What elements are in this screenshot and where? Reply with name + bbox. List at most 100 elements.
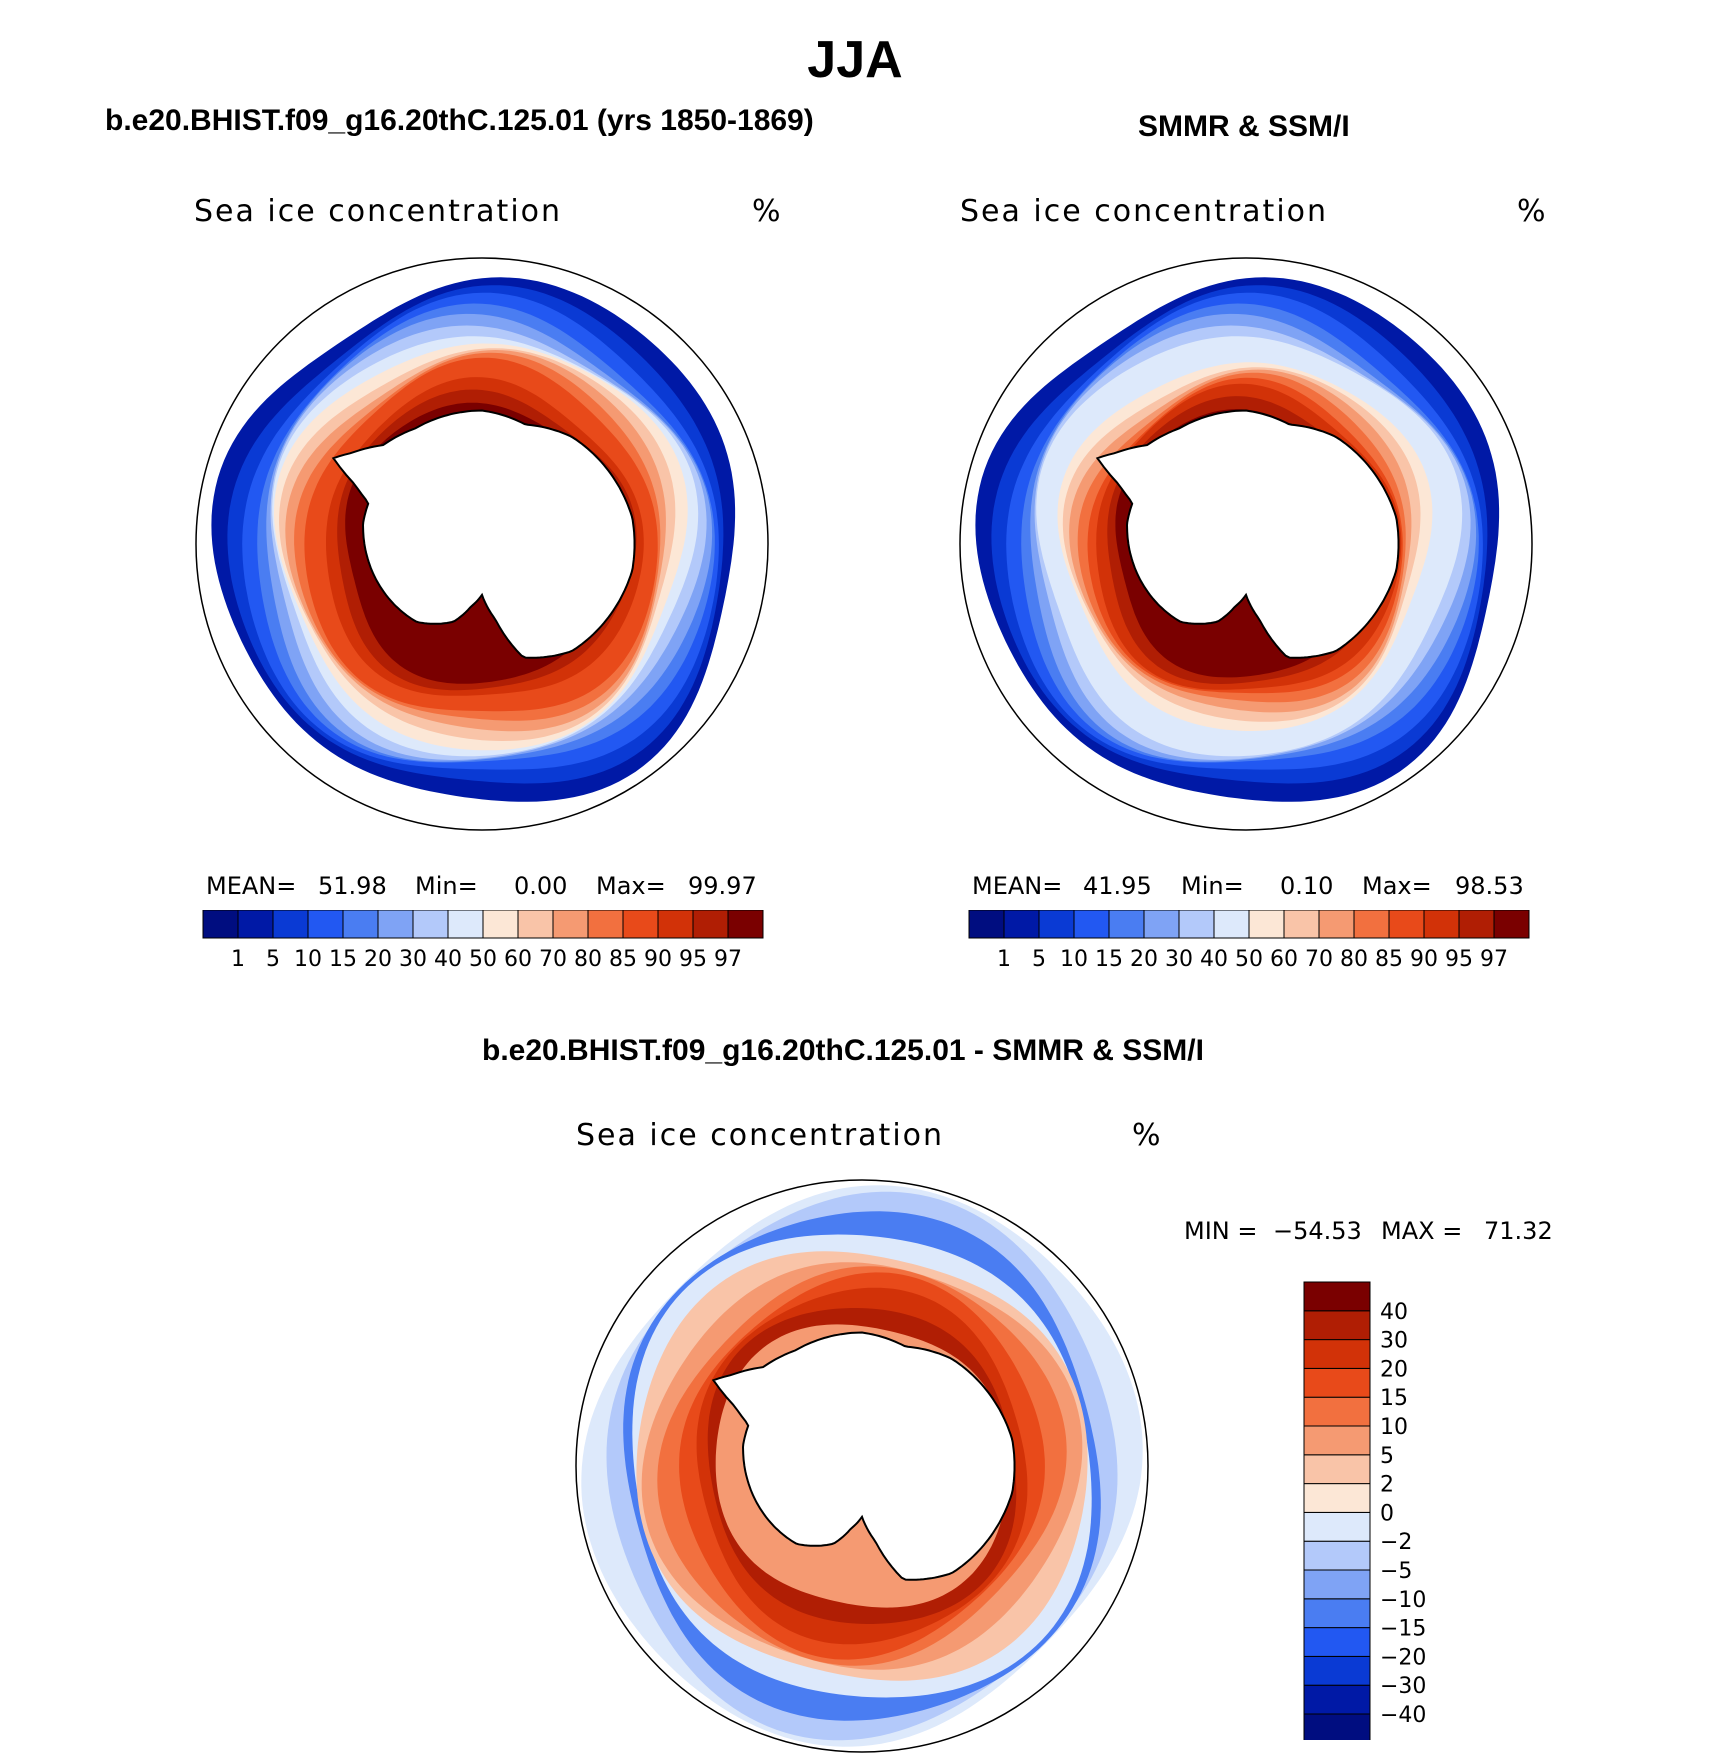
colorbar-swatch xyxy=(622,910,659,939)
colorbar-swatch xyxy=(1353,910,1390,939)
colorbar-tick-label: 70 xyxy=(1305,947,1333,972)
colorbar-swatch xyxy=(1108,910,1145,939)
right-panel-title: SMMR & SSM/I xyxy=(1138,110,1350,143)
colorbar-swatch xyxy=(1303,1598,1371,1629)
right-min-value: 0.10 xyxy=(1280,872,1334,900)
diff-min-label: MIN = xyxy=(1184,1217,1258,1245)
colorbar-tick-label: 40 xyxy=(1200,947,1228,972)
colorbar-swatch xyxy=(412,910,449,939)
colorbar-tick-label: 2 xyxy=(1380,1473,1394,1498)
right-max-value: 98.53 xyxy=(1455,872,1524,900)
right-map xyxy=(959,257,1533,831)
antarctica-coastline xyxy=(331,409,636,659)
colorbar-swatch xyxy=(1303,1540,1371,1571)
colorbar-swatch xyxy=(517,910,554,939)
colorbar-swatch xyxy=(968,910,1005,939)
map-boundary xyxy=(959,257,1533,831)
left-mean-value: 51.98 xyxy=(318,872,387,900)
colorbar-swatch xyxy=(1213,910,1250,939)
colorbar-tick-label: 85 xyxy=(609,947,637,972)
colorbar-swatch xyxy=(1303,1425,1371,1456)
left-min-label: Min= xyxy=(415,872,478,900)
colorbar-tick-label: 95 xyxy=(1445,947,1473,972)
colorbar-tick-label: −15 xyxy=(1380,1617,1426,1642)
colorbar-tick-label: 20 xyxy=(364,947,392,972)
antarctica-coastline xyxy=(711,1331,1016,1581)
diff-max-value: 71.32 xyxy=(1484,1217,1553,1245)
diff-panel-title: b.e20.BHIST.f09_g16.20thC.125.01 - SMMR … xyxy=(482,1034,1204,1067)
right-max-label: Max= xyxy=(1362,872,1432,900)
diff-min-value: −54.53 xyxy=(1273,1217,1362,1245)
colorbar-tick-label: 5 xyxy=(1380,1444,1394,1469)
left-panel-title: b.e20.BHIST.f09_g16.20thC.125.01 (yrs 18… xyxy=(105,104,814,137)
colorbar-tick-label: 15 xyxy=(329,947,357,972)
colorbar-swatch xyxy=(1303,1281,1371,1312)
colorbar-tick-label: 40 xyxy=(1380,1300,1408,1325)
colorbar-swatch xyxy=(482,910,519,939)
colorbar-swatch xyxy=(692,910,729,939)
colorbar-swatch xyxy=(1303,1483,1371,1513)
colorbar-tick-label: −20 xyxy=(1380,1645,1426,1670)
colorbar-tick-label: 20 xyxy=(1130,947,1158,972)
colorbar-tick-label: 90 xyxy=(644,947,672,972)
colorbar-tick-label: 5 xyxy=(266,947,280,972)
colorbar-tick-label: −10 xyxy=(1380,1588,1426,1613)
antarctica-coastline xyxy=(1095,409,1400,659)
colorbar-swatch xyxy=(1283,910,1320,939)
colorbar-tick-label: 10 xyxy=(1380,1415,1408,1440)
colorbar-tick-label: −30 xyxy=(1380,1674,1426,1699)
colorbar-swatch xyxy=(1003,910,1040,939)
left-mean-label: MEAN= xyxy=(206,872,297,900)
colorbar-swatch xyxy=(587,910,624,939)
colorbar-swatch xyxy=(1303,1454,1371,1485)
colorbar-swatch xyxy=(1303,1684,1371,1715)
colorbar-swatch xyxy=(1318,910,1355,939)
colorbar-tick-label: 97 xyxy=(1480,947,1508,972)
colorbar-tick-label: 30 xyxy=(399,947,427,972)
colorbar-swatch xyxy=(272,910,309,939)
colorbar-tick-label: −5 xyxy=(1380,1559,1412,1584)
colorbar-swatch xyxy=(1178,910,1215,939)
colorbar-swatch xyxy=(1303,1310,1371,1341)
colorbar-tick-label: 15 xyxy=(1380,1386,1408,1411)
colorbar-tick-label: −2 xyxy=(1380,1530,1412,1555)
diff-max-label: MAX = xyxy=(1381,1217,1463,1245)
colorbar-tick-label: 15 xyxy=(1095,947,1123,972)
colorbar-swatch xyxy=(1303,1627,1371,1657)
colorbar-tick-label: 70 xyxy=(539,947,567,972)
colorbar-swatch xyxy=(1388,910,1425,939)
colorbar-swatch xyxy=(1303,1511,1371,1542)
colorbar-swatch xyxy=(1303,1339,1371,1369)
colorbar-swatch xyxy=(447,910,484,939)
colorbar-tick-label: 30 xyxy=(1165,947,1193,972)
colorbar-tick-label: 90 xyxy=(1410,947,1438,972)
colorbar-tick-label: 50 xyxy=(469,947,497,972)
map-boundary xyxy=(195,257,769,831)
colorbar-swatch xyxy=(1303,1367,1371,1398)
colorbar-swatch xyxy=(1073,910,1110,939)
colorbar-tick-label: 1 xyxy=(997,947,1011,972)
colorbar-swatch xyxy=(1143,910,1180,939)
diff-map xyxy=(575,1179,1149,1753)
right-panel-units: % xyxy=(1517,194,1548,229)
colorbar-tick-label: 60 xyxy=(1270,947,1298,972)
colorbar-swatch xyxy=(1423,910,1460,939)
colorbar-tick-label: 80 xyxy=(574,947,602,972)
colorbar-tick-label: 95 xyxy=(679,947,707,972)
right-panel-subtitle: Sea ice concentration xyxy=(960,194,1329,229)
left-min-value: 0.00 xyxy=(514,872,568,900)
colorbar-swatch xyxy=(237,910,274,939)
colorbar-swatch xyxy=(202,910,239,939)
right-mean-label: MEAN= xyxy=(972,872,1063,900)
left-panel-units: % xyxy=(752,194,783,229)
right-mean-value: 41.95 xyxy=(1083,872,1152,900)
colorbar-tick-label: 0 xyxy=(1380,1501,1394,1526)
left-panel-subtitle: Sea ice concentration xyxy=(194,194,563,229)
diff-panel-subtitle: Sea ice concentration xyxy=(576,1118,945,1153)
main-title: JJA xyxy=(807,31,903,89)
left-map xyxy=(195,257,769,831)
colorbar-swatch xyxy=(1303,1569,1371,1600)
colorbar-tick-label: 50 xyxy=(1235,947,1263,972)
colorbar-tick-label: 60 xyxy=(504,947,532,972)
